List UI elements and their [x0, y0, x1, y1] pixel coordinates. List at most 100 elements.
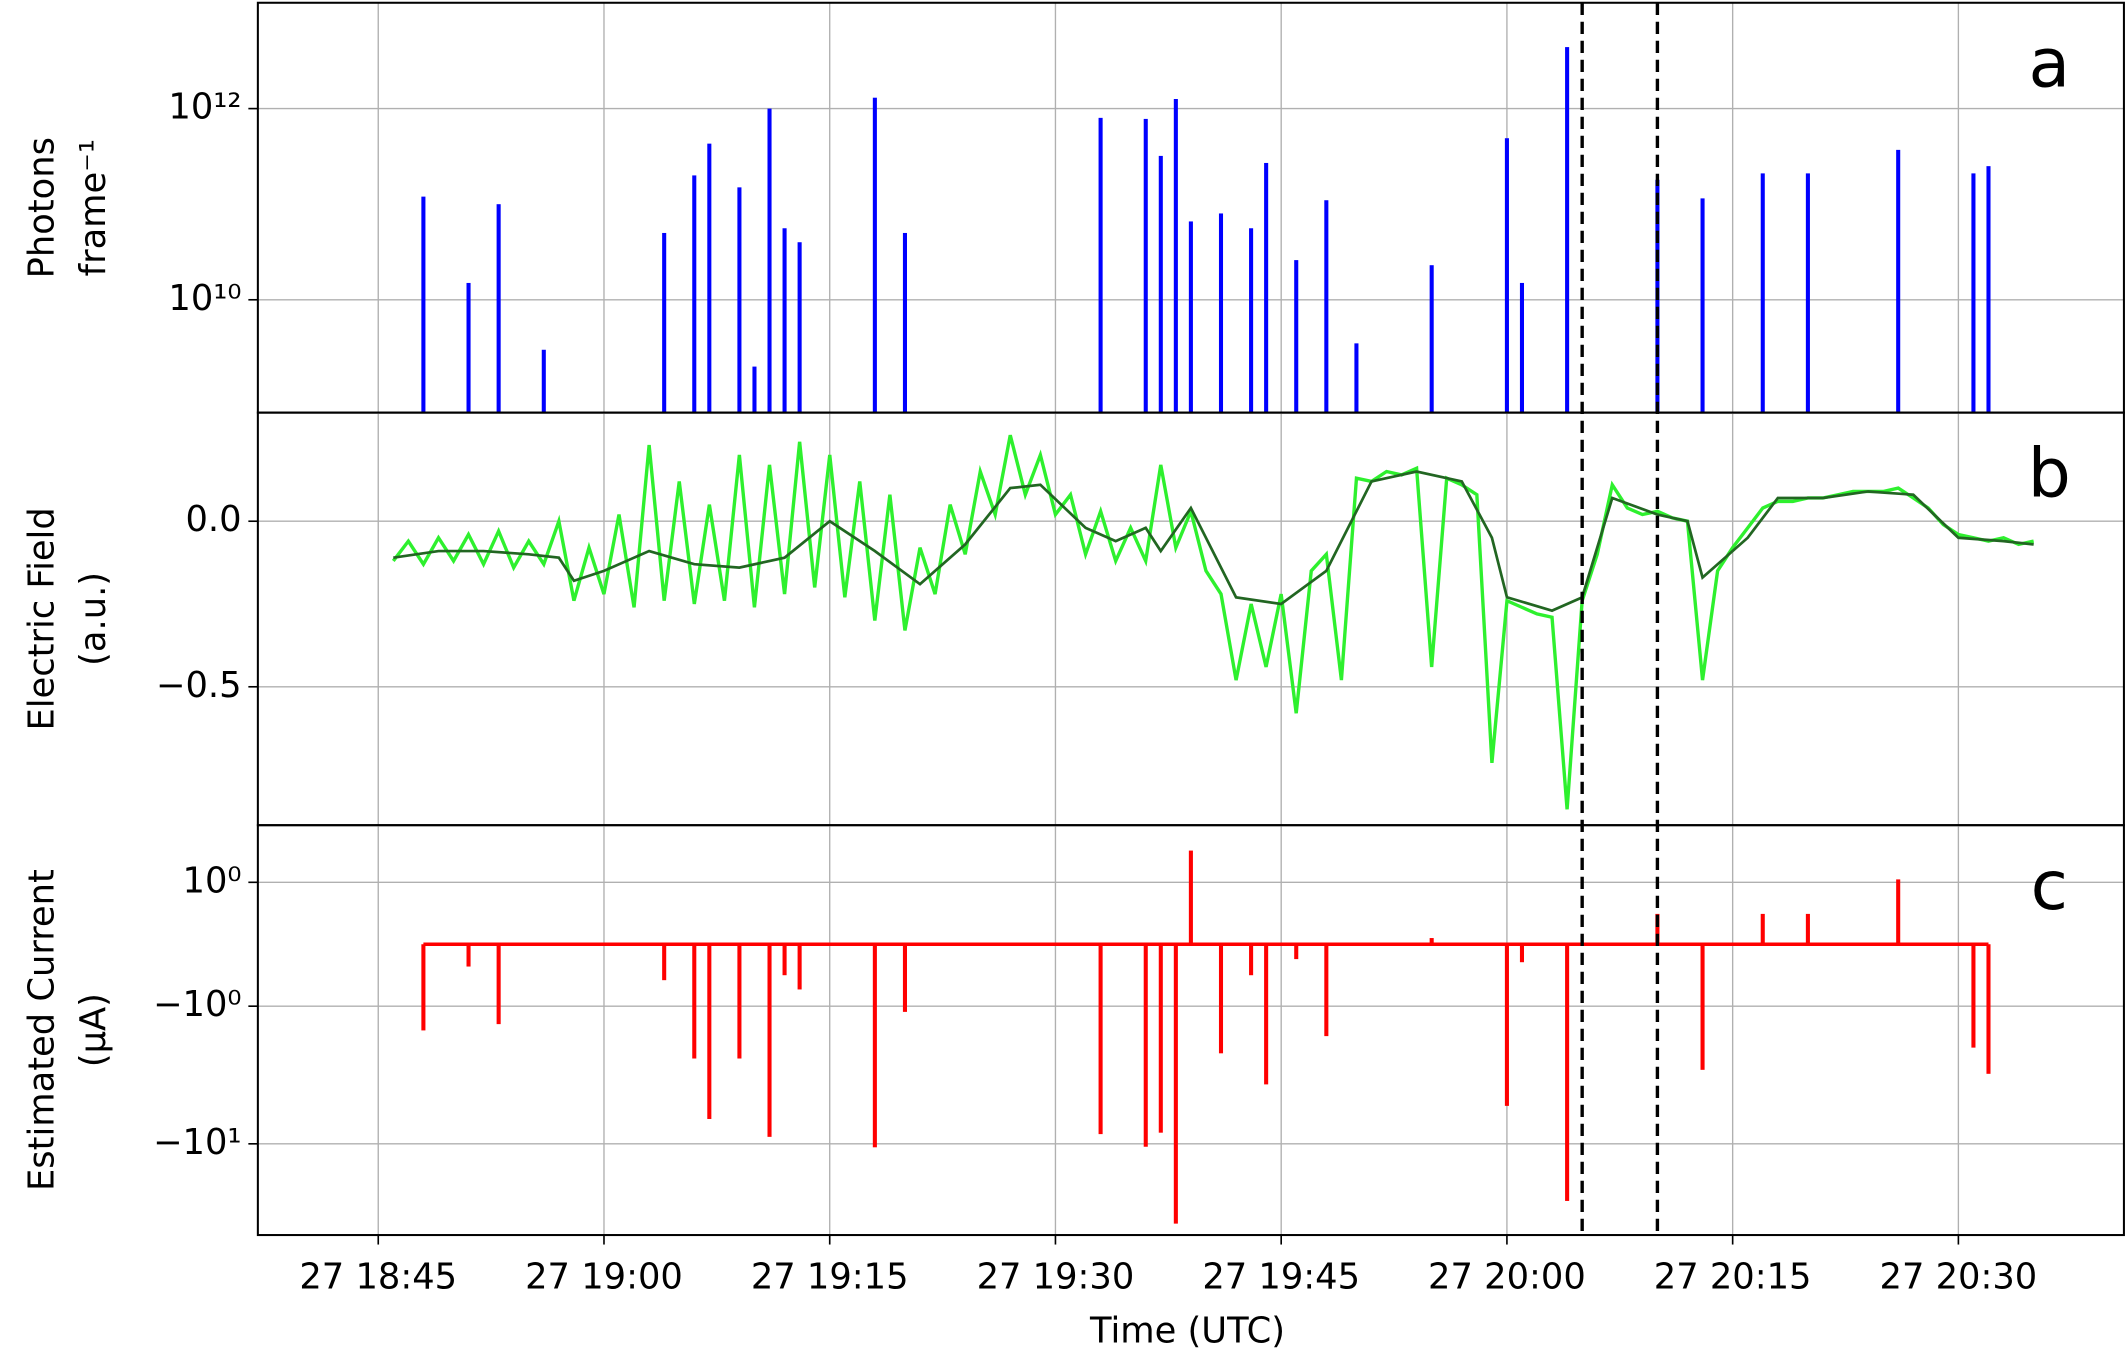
spike — [737, 187, 742, 413]
spike — [541, 349, 546, 413]
spike — [692, 944, 697, 1059]
spike — [1188, 221, 1193, 413]
spike — [1294, 944, 1299, 960]
spike — [1896, 149, 1901, 413]
spike — [1354, 944, 1359, 945]
spike — [662, 232, 667, 413]
x-axis-label: Time (UTC) — [1089, 1311, 1285, 1352]
spike — [1700, 198, 1705, 413]
spike — [1565, 47, 1570, 413]
spike — [872, 97, 877, 413]
x-tick-label: 27 20:30 — [1880, 1256, 2038, 1297]
spike — [1354, 343, 1359, 413]
spike — [421, 944, 426, 1031]
plot-frame — [256, 411, 2125, 827]
spike — [797, 944, 802, 990]
spike — [1218, 213, 1224, 413]
spike — [782, 228, 787, 413]
y-tick-label: −10¹ — [153, 1122, 242, 1163]
plot-frame — [256, 824, 2125, 1237]
spike — [1986, 944, 1991, 1074]
spike — [1429, 938, 1434, 945]
spike — [496, 204, 501, 413]
spike — [1098, 944, 1103, 1135]
spike — [902, 232, 907, 413]
spike — [1504, 944, 1509, 1106]
spike — [767, 108, 772, 413]
spike — [1700, 944, 1705, 1070]
line — [393, 470, 2034, 613]
spike — [1805, 913, 1810, 945]
y-axis-label: Electric Field — [21, 507, 62, 730]
spike — [1519, 282, 1525, 413]
spike — [752, 366, 757, 413]
y-tick-label: 10⁰ — [183, 860, 242, 901]
spike — [1158, 944, 1163, 1133]
spike — [1218, 944, 1224, 1054]
y-axis-label: Estimated Current — [21, 869, 62, 1191]
spike — [1249, 944, 1254, 976]
y-tick-label: 10¹⁰ — [168, 278, 241, 319]
spike — [662, 944, 667, 981]
spike — [466, 944, 471, 967]
spike — [1249, 228, 1254, 413]
spike — [1173, 944, 1178, 1224]
x-tick-label: 27 20:15 — [1654, 1256, 1812, 1297]
spike — [1760, 173, 1765, 413]
spike — [797, 242, 802, 413]
spike — [1324, 944, 1329, 1037]
y-tick-label: −0.5 — [156, 665, 242, 706]
x-tick-label: 27 18:45 — [299, 1256, 457, 1297]
y-axis-label: Photons — [21, 137, 62, 278]
spike — [707, 143, 712, 413]
line — [391, 434, 2035, 810]
y-tick-label: 10¹² — [168, 87, 241, 128]
y-axis-label: frame⁻¹ — [73, 139, 114, 276]
spike — [1098, 117, 1103, 413]
spike — [1971, 173, 1976, 413]
spike — [1173, 99, 1178, 413]
panel-label: a — [2028, 24, 2070, 103]
spike — [1264, 162, 1269, 413]
spike — [1264, 944, 1269, 1085]
spike — [421, 196, 426, 413]
spike — [782, 944, 787, 976]
spike — [541, 944, 546, 945]
x-tick-label: 27 19:00 — [525, 1256, 683, 1297]
spike — [1429, 265, 1434, 413]
panel-label: b — [2028, 434, 2071, 513]
spike — [707, 944, 712, 1119]
spike — [1143, 944, 1148, 1147]
spike — [1986, 166, 1991, 413]
spike — [692, 175, 697, 413]
x-tick-label: 27 19:45 — [1202, 1256, 1360, 1297]
spike — [1324, 200, 1329, 413]
spike — [1143, 118, 1148, 413]
x-tick-label: 27 19:30 — [977, 1256, 1135, 1297]
spike — [1655, 913, 1660, 945]
spike — [1188, 850, 1193, 945]
y-tick-label: 0.0 — [185, 499, 241, 540]
spike — [902, 944, 907, 1012]
y-tick-label: −10⁰ — [153, 984, 242, 1025]
spike — [1971, 944, 1976, 1048]
spike — [1760, 913, 1765, 945]
spike — [1565, 944, 1570, 1201]
spike — [1504, 138, 1509, 413]
spike — [466, 282, 471, 413]
x-tick-label: 27 20:00 — [1428, 1256, 1586, 1297]
y-axis-label: (a.u.) — [73, 572, 114, 666]
spike — [1294, 260, 1299, 413]
spike — [767, 944, 772, 1137]
spike — [752, 944, 757, 945]
spike — [496, 944, 501, 1025]
y-axis-label: (μA) — [73, 993, 114, 1067]
spike — [1158, 155, 1163, 413]
spike — [872, 944, 877, 1148]
spike — [1805, 173, 1810, 413]
panel-label: c — [2031, 847, 2068, 926]
x-tick-label: 27 19:15 — [751, 1256, 909, 1297]
spike — [1519, 944, 1525, 963]
spike — [1896, 879, 1901, 945]
